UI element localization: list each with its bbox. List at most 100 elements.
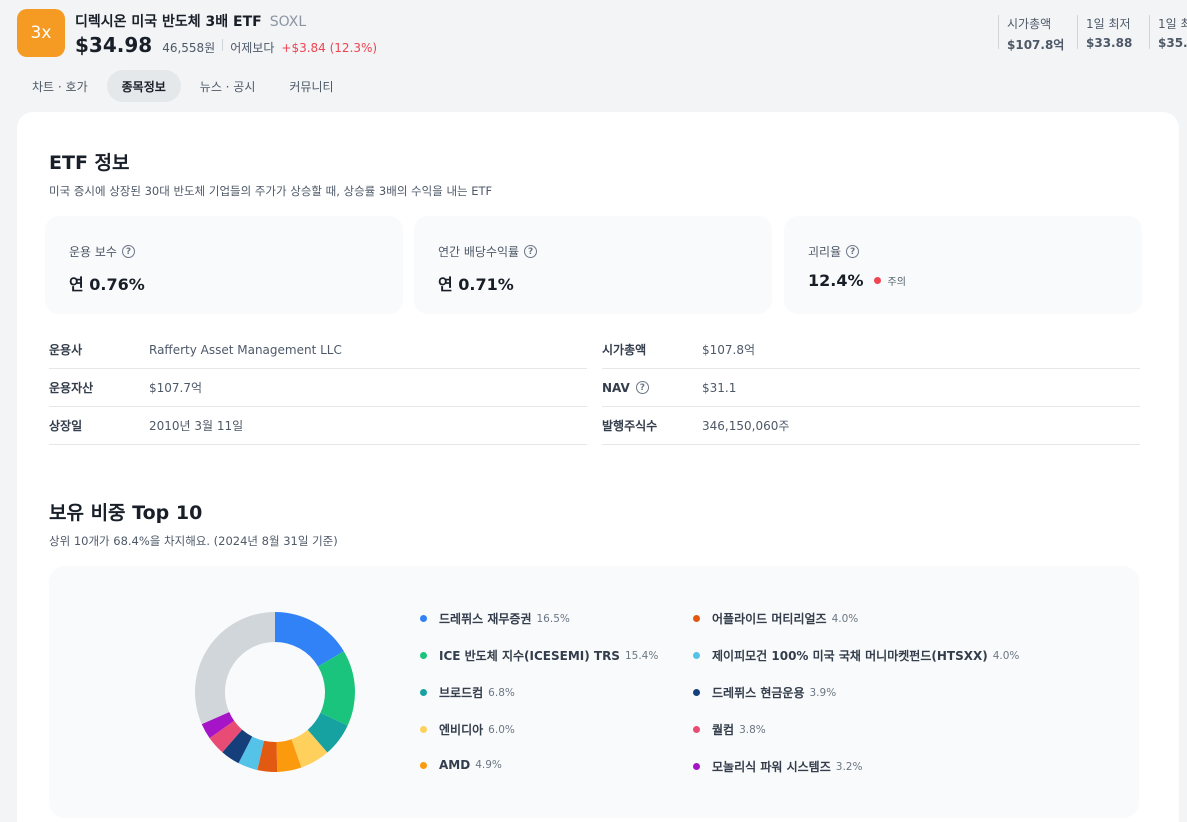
dividend-box: 연간 배당수익률 ? 연 0.71% (414, 216, 772, 314)
info-row-manager: 운용사 Rafferty Asset Management LLC (49, 331, 587, 369)
legend-item[interactable]: 엔비디아 6.0% (420, 721, 515, 738)
legend-item[interactable]: 드레퓌스 현금운용 3.9% (693, 684, 836, 701)
tab-chart[interactable]: 차트 · 호가 (32, 79, 88, 94)
row-value: 2010년 3월 11일 (149, 419, 244, 433)
legend-value: 4.0% (831, 612, 859, 625)
dividend-label: 연간 배당수익률 ? (438, 243, 538, 260)
row-label: 발행주식수 (602, 419, 658, 433)
row-value: $107.7억 (149, 381, 203, 395)
fee-label-text: 운용 보수 (69, 245, 117, 259)
legend-item[interactable]: 모놀리식 파워 시스템즈 3.2% (693, 758, 862, 775)
legend-dot-icon (693, 615, 700, 622)
donut-slice-10[interactable] (201, 712, 235, 739)
current-price: $34.98 (75, 33, 153, 57)
deviation-value-text: 12.4% (808, 271, 864, 290)
stat-label: 시가총액 (1007, 17, 1052, 31)
row-value: $31.1 (702, 380, 737, 395)
help-icon[interactable]: ? (635, 381, 649, 394)
stat-value: $35.2 (1158, 36, 1187, 50)
row-label: 상장일 (49, 419, 83, 433)
legend-item[interactable]: AMD 4.9% (420, 758, 502, 772)
info-row-aum: 운용자산 $107.7억 (49, 369, 587, 407)
help-icon[interactable]: ? (524, 245, 538, 258)
legend-name: 제이피모건 100% 미국 국채 머니마켓펀드(HTSXX) (712, 649, 988, 663)
stat-day-low: 1일 최저 $33.88 (1077, 15, 1133, 50)
warning-text: 주의 (887, 277, 906, 288)
stat-label: 1일 최저 (1086, 17, 1131, 31)
row-label: 운용사 (49, 343, 83, 357)
stock-info-card: ETF 정보 미국 증시에 상장된 30대 반도체 기업들의 주가가 상승할 때… (17, 112, 1179, 822)
donut-slice-3[interactable] (307, 712, 348, 753)
legend-item[interactable]: 퀄컴 3.8% (693, 721, 766, 738)
deviation-label: 괴리율 ? (808, 243, 860, 260)
tab-stock-info[interactable]: 종목정보 (106, 70, 181, 102)
divider (222, 39, 224, 51)
legend-dot-icon (420, 726, 427, 733)
legend-name: 브로드컴 (439, 686, 484, 700)
donut-slice-1[interactable] (275, 612, 344, 667)
tab-community[interactable]: 커뮤니티 (289, 79, 334, 94)
price-row: $34.98 46,558원 어제보다 +$3.84 (12.3%) (75, 33, 377, 57)
legend-value: 15.4% (624, 649, 659, 662)
legend-item[interactable]: 브로드컴 6.8% (420, 684, 515, 701)
fee-label: 운용 보수 ? (69, 243, 135, 260)
legend-item[interactable]: ICE 반도체 지수(ICESEMI) TRS 15.4% (420, 647, 658, 664)
dividend-label-text: 연간 배당수익률 (438, 245, 520, 259)
stat-market-cap: 시가총액 $107.8억 (998, 15, 1064, 52)
holdings-description: 상위 10개가 68.4%을 차지해요. (2024년 8월 31일 기준) (49, 534, 338, 548)
legend-dot-icon (693, 726, 700, 733)
stock-header: 3x 디렉시온 미국 반도체 3배 ETF SOXL $34.98 46,558… (0, 0, 1187, 68)
tab-bar: 차트 · 호가 종목정보 뉴스 · 공시 커뮤니티 (17, 70, 349, 102)
tab-news[interactable]: 뉴스 · 공시 (199, 79, 256, 94)
dividend-value: 연 0.71% (438, 275, 514, 294)
row-value: Rafferty Asset Management LLC (149, 342, 342, 357)
info-row-listing-date: 상장일 2010년 3월 11일 (49, 407, 587, 445)
legend-value: 16.5% (536, 612, 570, 625)
stock-name: 디렉시온 미국 반도체 3배 ETF (75, 14, 262, 30)
donut-slice-7[interactable] (238, 736, 264, 771)
legend-name: 모놀리식 파워 시스템즈 (712, 760, 831, 774)
info-row-shares: 발행주식수 346,150,060주 (602, 407, 1140, 445)
deviation-value: 12.4% 주의 (808, 271, 906, 290)
holdings-title: 보유 비중 Top 10 (49, 502, 203, 524)
legend-name: 퀄컴 (712, 723, 735, 737)
row-value: $107.8억 (702, 343, 756, 357)
donut-slice-9[interactable] (209, 720, 243, 753)
warning-dot-icon (873, 277, 881, 284)
legend-name: 드레퓌스 현금운용 (712, 686, 805, 700)
donut-slice-8[interactable] (222, 729, 253, 764)
stat-label: 1일 최고 (1158, 17, 1187, 31)
stock-ticker: SOXL (269, 14, 307, 30)
stat-value: $107.8억 (1007, 38, 1065, 52)
legend-item[interactable]: 드레퓌스 재무증권 16.5% (420, 610, 570, 627)
donut-slice-remainder[interactable] (195, 612, 275, 725)
fee-box: 운용 보수 ? 연 0.76% (45, 216, 403, 314)
etf-logo: 3x (17, 9, 65, 57)
legend-name: 엔비디아 (439, 723, 484, 737)
title-row: 디렉시온 미국 반도체 3배 ETF SOXL (75, 11, 306, 31)
legend-value: 6.8% (488, 686, 515, 699)
donut-slice-5[interactable] (276, 739, 302, 772)
legend-name: ICE 반도체 지수(ICESEMI) TRS (439, 649, 620, 663)
legend-name: AMD (439, 758, 471, 772)
stat-value: $33.88 (1086, 36, 1133, 50)
row-label: NAV ? (602, 381, 649, 395)
legend-name: 드레퓌스 재무증권 (439, 612, 532, 626)
donut-slice-2[interactable] (318, 651, 355, 726)
holdings-panel: 드레퓌스 재무증권 16.5% ICE 반도체 지수(ICESEMI) TRS 15.… (49, 566, 1139, 818)
row-label: 운용자산 (49, 381, 94, 395)
fee-value: 연 0.76% (69, 275, 145, 294)
donut-slice-4[interactable] (291, 729, 328, 768)
deviation-box: 괴리율 ? 12.4% 주의 (784, 216, 1142, 314)
legend-dot-icon (420, 689, 427, 696)
donut-slice-6[interactable] (257, 740, 278, 772)
legend-item[interactable]: 어플라이드 머티리얼즈 4.0% (693, 610, 858, 627)
help-icon[interactable]: ? (846, 245, 860, 258)
legend-item[interactable]: 제이피모건 100% 미국 국채 머니마켓펀드(HTSXX) 4.0% (693, 647, 1019, 664)
legend-value: 4.9% (475, 759, 502, 771)
etf-info-description: 미국 증시에 상장된 30대 반도체 기업들의 주가가 상승할 때, 상승률 3… (49, 184, 493, 198)
legend-name: 어플라이드 머티리얼즈 (712, 612, 827, 626)
price-krw: 46,558원 (162, 41, 216, 55)
row-value: 346,150,060주 (702, 419, 790, 433)
help-icon[interactable]: ? (121, 245, 135, 258)
